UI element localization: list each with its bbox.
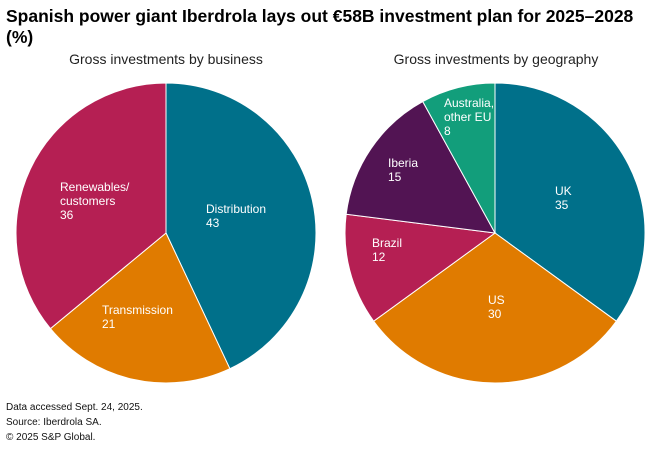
slice-value-distribution: 43 [206, 216, 220, 230]
slice-label-distribution: Distribution 43 [206, 202, 266, 230]
footer-date-note: Data accessed Sept. 24, 2025. [6, 402, 143, 413]
slice-value-uk: 35 [555, 198, 569, 212]
slice-value-brazil: 12 [372, 250, 386, 264]
geography-pie: UK 35 US 30 Brazil 12 Iberia 15 Australia, other … [344, 82, 646, 384]
slice-label-transmission: Transmission 21 [102, 303, 173, 331]
chart-title: Spanish power giant Iberdrola lays out €… [6, 6, 634, 47]
pie-slice-brazil [344, 213, 497, 322]
slice-label-renewables-customers: Renewables/customers 36 [60, 180, 130, 222]
pie-slice-us [372, 232, 618, 384]
slice-label-uk: UK 35 [555, 184, 572, 212]
slice-value-renewables-customers: 36 [60, 208, 74, 222]
slice-label-iberia: Iberia 15 [388, 156, 418, 184]
footer-copyright: © 2025 S&P Global. [6, 432, 96, 443]
slice-label-australia-other-eu: Australia, other EU 8 [444, 96, 494, 138]
slice-label-us: US 30 [488, 293, 505, 321]
business-pie: Distribution 43 Transmission 21 Renewables/c… [15, 82, 317, 384]
slice-value-iberia: 15 [388, 170, 402, 184]
pie-slice-australia-other-eu [422, 82, 496, 234]
footer: Data accessed Sept. 24, 2025. Source: Ib… [6, 400, 143, 445]
pie-slice-transmission [49, 232, 231, 384]
slice-value-us: 30 [488, 307, 502, 321]
slice-label-brazil: Brazil 12 [372, 236, 402, 264]
business-pie-title: Gross investments by business [69, 51, 263, 67]
geography-pie-title: Gross investments by geography [393, 51, 599, 67]
pie-slice-iberia [345, 100, 496, 234]
pie-slice-uk [494, 82, 646, 322]
footer-source: Source: Iberdrola SA. [6, 417, 102, 428]
slice-value-australia-other-eu: 8 [444, 124, 451, 138]
pie-slice-renewables-customers [15, 82, 167, 330]
slice-value-transmission: 21 [102, 317, 116, 331]
pie-slice-distribution [165, 82, 317, 370]
